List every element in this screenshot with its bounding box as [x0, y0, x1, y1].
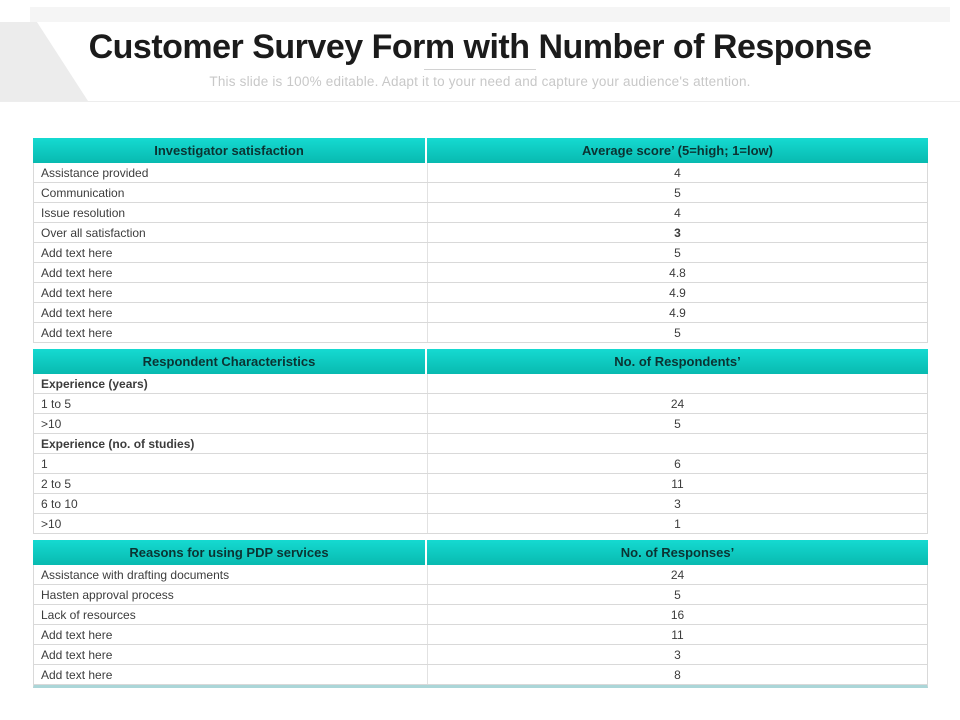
table-row: Over all satisfaction 3 — [34, 223, 927, 243]
row-value — [428, 374, 927, 393]
row-label: Assistance provided — [34, 163, 428, 182]
table-row: Assistance with drafting documents 24 — [34, 565, 927, 585]
title-band: Customer Survey Form with Number of Resp… — [0, 22, 960, 102]
row-value: 3 — [674, 647, 681, 662]
table-row: Add text here 4.8 — [34, 263, 927, 283]
row-value: 4.9 — [669, 285, 686, 300]
section-header-col2: No. of Respondents’ — [614, 354, 741, 369]
row-label: Communication — [34, 183, 428, 202]
table-row: Add text here 3 — [34, 645, 927, 665]
table-row: Add text here 11 — [34, 625, 927, 645]
table-row: Add text here 5 — [34, 243, 927, 263]
row-label: Hasten approval process — [34, 585, 428, 604]
row-label: >10 — [34, 414, 428, 433]
table-row: 1 6 — [34, 454, 927, 474]
section-rows: Assistance provided 4 Communication 5 Is… — [33, 163, 928, 343]
row-label: Add text here — [34, 263, 428, 282]
table-section: Investigator satisfaction Average score’… — [33, 138, 928, 343]
row-label: Add text here — [34, 665, 428, 684]
section-header-col2: Average score’ (5=high; 1=low) — [582, 143, 773, 158]
table-row: >10 1 — [34, 514, 927, 534]
row-value: 11 — [671, 627, 684, 642]
row-label: Lack of resources — [34, 605, 428, 624]
table-row: Hasten approval process 5 — [34, 585, 927, 605]
table-row: Issue resolution 4 — [34, 203, 927, 223]
row-label: Over all satisfaction — [34, 223, 428, 242]
row-label: Experience (no. of studies) — [34, 434, 428, 453]
row-label: Add text here — [34, 645, 428, 664]
table-row: 2 to 5 11 — [34, 474, 927, 494]
row-value: 16 — [670, 607, 685, 622]
section-header-col2: No. of Responses’ — [620, 545, 735, 560]
row-label: Add text here — [34, 625, 428, 644]
row-value: 11 — [671, 476, 684, 491]
table-row: 1 to 5 24 — [34, 394, 927, 414]
row-value: 4 — [674, 165, 681, 180]
table-section: Respondent Characteristics No. of Respon… — [33, 349, 928, 534]
table-row: Communication 5 — [34, 183, 927, 203]
row-label: Add text here — [34, 303, 428, 322]
table-row: Assistance provided 4 — [34, 163, 927, 183]
row-label: Assistance with drafting documents — [34, 565, 428, 584]
row-label: 1 to 5 — [34, 394, 428, 413]
row-label: Experience (years) — [34, 374, 428, 393]
table-row: Add text here 8 — [34, 665, 927, 685]
table-section: Reasons for using PDP services No. of Re… — [33, 540, 928, 688]
row-value: 5 — [674, 587, 681, 602]
row-value: 5 — [674, 245, 681, 260]
table-row: Lack of resources 16 — [34, 605, 927, 625]
row-value: 24 — [670, 567, 685, 582]
top-strip — [30, 7, 950, 22]
row-label: Add text here — [34, 243, 428, 262]
table-row: Experience (years) — [34, 374, 927, 394]
table-row: Add text here 4.9 — [34, 303, 927, 323]
row-value: 5 — [674, 416, 681, 431]
table-row: >10 5 — [34, 414, 927, 434]
section-header: Reasons for using PDP services No. of Re… — [33, 540, 928, 565]
table-row: Add text here 4.9 — [34, 283, 927, 303]
row-value: 24 — [670, 396, 685, 411]
row-label: 2 to 5 — [34, 474, 428, 493]
row-value: 8 — [674, 667, 681, 682]
row-value: 4 — [674, 205, 681, 220]
section-rows: Assistance with drafting documents 24 Ha… — [33, 565, 928, 688]
row-label: 1 — [34, 454, 428, 473]
section-header: Respondent Characteristics No. of Respon… — [33, 349, 928, 374]
row-value: 3 — [674, 225, 681, 240]
table-row: 6 to 10 3 — [34, 494, 927, 514]
row-value: 5 — [674, 185, 681, 200]
section-header: Investigator satisfaction Average score’… — [33, 138, 928, 163]
row-label: Add text here — [34, 283, 428, 302]
table-row: Add text here 5 — [34, 323, 927, 343]
slide-title: Customer Survey Form with Number of Resp… — [88, 28, 872, 66]
title-underline — [424, 69, 536, 70]
row-value: 4.8 — [669, 265, 686, 280]
section-header-col1: Investigator satisfaction — [33, 138, 427, 163]
row-label: >10 — [34, 514, 428, 533]
section-header-col1: Reasons for using PDP services — [33, 540, 427, 565]
row-value — [428, 434, 927, 453]
row-value: 5 — [674, 325, 681, 340]
row-value: 4.9 — [669, 305, 686, 320]
survey-table: Investigator satisfaction Average score’… — [33, 138, 928, 688]
row-value: 1 — [674, 516, 681, 531]
slide-subtitle: This slide is 100% editable. Adapt it to… — [209, 74, 751, 89]
row-label: Add text here — [34, 323, 428, 342]
table-row: Experience (no. of studies) — [34, 434, 927, 454]
row-label: Issue resolution — [34, 203, 428, 222]
row-value: 6 — [674, 456, 681, 471]
section-header-col1: Respondent Characteristics — [33, 349, 427, 374]
row-value: 3 — [674, 496, 681, 511]
row-label: 6 to 10 — [34, 494, 428, 513]
section-rows: Experience (years) 1 to 5 24 >10 5 Exper… — [33, 374, 928, 534]
